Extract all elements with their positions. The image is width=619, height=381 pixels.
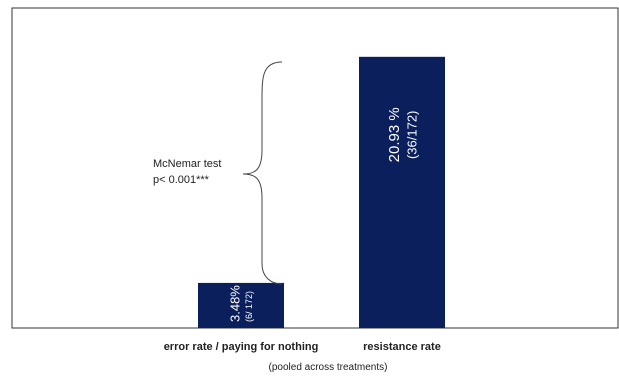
bars-group: 3.48% (6/ 172) 20.93 % (36/172) xyxy=(198,56,445,328)
bar-error-rate xyxy=(198,282,284,328)
plot-frame xyxy=(11,7,619,329)
x-tick-label: error rate / paying for nothing xyxy=(164,341,319,353)
annotation-test-name: McNemar test xyxy=(153,158,221,170)
bar-count-label: (6/ 172) xyxy=(244,291,254,322)
bar-resistance-rate xyxy=(359,56,445,328)
bar-count-label: (36/172) xyxy=(405,111,420,159)
bar-value-label: 20.93 % xyxy=(386,107,403,162)
annotation-p-value: p< 0.001*** xyxy=(153,174,210,186)
significance-brace xyxy=(242,61,283,285)
x-tick-label: resistance rate xyxy=(363,341,441,353)
x-axis-label: (pooled across treatments) xyxy=(269,362,388,373)
bar-value-label: 3.48% xyxy=(228,285,243,322)
